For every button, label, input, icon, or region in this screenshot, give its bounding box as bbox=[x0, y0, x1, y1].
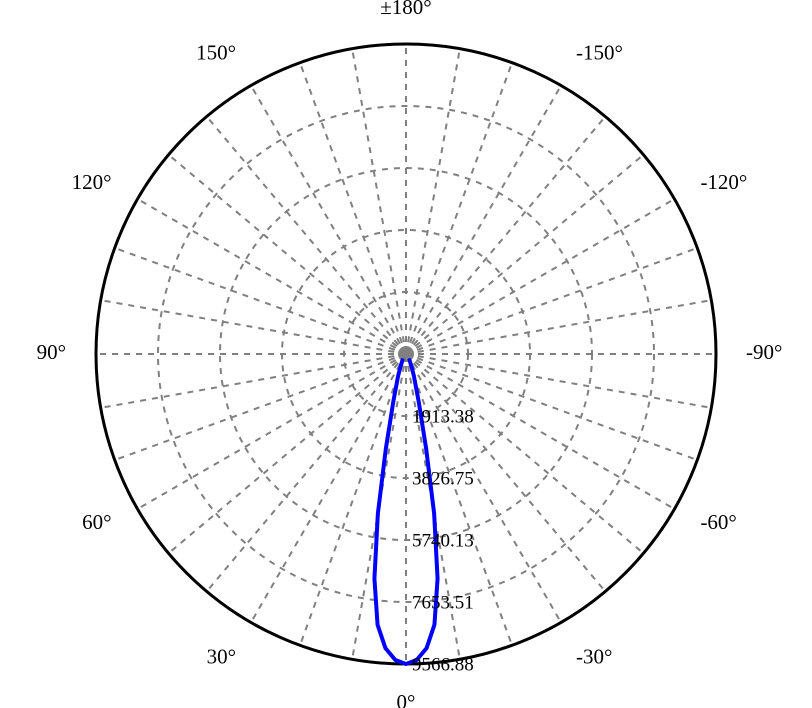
angle-label: 90° bbox=[37, 340, 66, 364]
angle-label: -150° bbox=[576, 41, 623, 65]
angle-label: 0° bbox=[397, 690, 416, 708]
angle-label: 60° bbox=[82, 510, 111, 534]
angle-label: -30° bbox=[576, 645, 612, 669]
polar-chart: ±180° 150° 120° 90° 60° 30° 0° -30° -60° -90° -120… bbox=[0, 0, 812, 708]
radial-label: 5740.13 bbox=[412, 530, 474, 551]
radial-label: 3826.75 bbox=[412, 468, 474, 489]
angle-label: -120° bbox=[700, 170, 747, 194]
radial-label: 1913.38 bbox=[412, 406, 474, 427]
angle-label: 120° bbox=[72, 170, 112, 194]
radial-label: 9566.88 bbox=[412, 654, 474, 675]
angle-label: ±180° bbox=[380, 0, 431, 19]
angle-label: -60° bbox=[700, 510, 736, 534]
center-dot bbox=[398, 346, 414, 362]
angle-label: -90° bbox=[746, 340, 782, 364]
angle-label: 30° bbox=[207, 645, 236, 669]
radial-label: 7653.51 bbox=[412, 592, 474, 613]
polar-svg: ±180° 150° 120° 90° 60° 30° 0° -30° -60° -90° -120… bbox=[0, 0, 812, 708]
angle-label: 150° bbox=[196, 41, 236, 65]
